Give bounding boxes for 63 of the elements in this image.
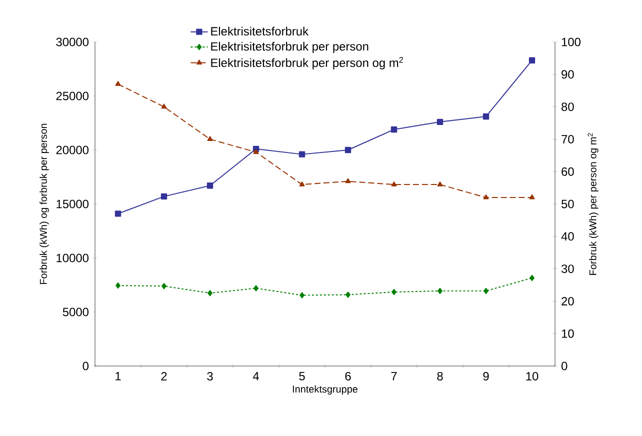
point [483,194,489,200]
point [528,57,536,64]
x-axis-title: Inntektsgruppe [292,385,358,395]
point [346,292,350,298]
x-tick-label: 5 [299,372,305,380]
y-tick-label: 10000 [56,254,89,262]
point [208,290,212,296]
y2-tick-label: 70 [562,134,574,144]
point [300,292,304,298]
point [391,181,397,186]
point [116,282,120,289]
point [437,181,443,186]
point [438,288,442,294]
y2-tick-label: 50 [562,200,574,208]
x-tick-label: 3 [207,372,213,380]
x-tick-label: 9 [483,372,489,380]
y-tick-label: 20000 [56,146,89,154]
point [162,282,166,290]
x-tick-label: 8 [437,372,443,380]
x-tick-label: 4 [252,372,259,380]
y-tick-label: 25000 [56,92,89,100]
point [115,81,121,86]
y-tick-label: 15000 [56,200,89,208]
point [436,118,444,126]
point [299,181,305,186]
y2-tick-label: 100 [562,38,581,46]
y-tick-label: 30000 [56,38,89,46]
point [530,274,534,282]
y2-tick-label: 20 [562,296,574,306]
legend-label: Elektrisitetsforbruk per person [211,42,368,54]
point [298,151,306,158]
x-tick-label: 1 [116,372,121,380]
point [484,288,488,294]
y2-tick-label: 80 [562,102,574,112]
y-tick-label: 5000 [62,308,89,316]
point [161,104,167,109]
x-tick-label: 7 [391,372,397,380]
point [254,285,258,292]
point [529,194,535,200]
y-axis-title: Forbruk (kWh) og forbruk per person [40,124,49,284]
y2-tick-label: 90 [562,70,574,79]
point [344,146,352,154]
y2-tick-label: 10 [562,329,574,338]
point [390,126,398,133]
point [253,149,259,154]
x-tick-label: 6 [345,372,351,380]
y2-tick-label: 30 [561,264,574,274]
legend-label: Elektrisitetsforbruk per person og m$^{2}$ [211,57,403,70]
y-tick-label: 0 [82,362,89,370]
x-tick-label: 2 [161,372,167,380]
point [207,136,213,141]
point [206,182,214,189]
point [482,113,490,120]
legend-label: Elektrisitetsforbruk [211,26,309,36]
y2-tick-label: 60 [562,167,574,176]
point [160,193,168,200]
x-tick-label: 10 [526,372,538,380]
y2-tick-label: 40 [561,232,574,241]
y2-axis-title: Forbruk (kWh) per person og m$^{2}$ [588,133,598,275]
point [345,178,351,184]
point [114,210,122,217]
y2-tick-label: 0 [561,362,568,370]
point [392,288,396,296]
